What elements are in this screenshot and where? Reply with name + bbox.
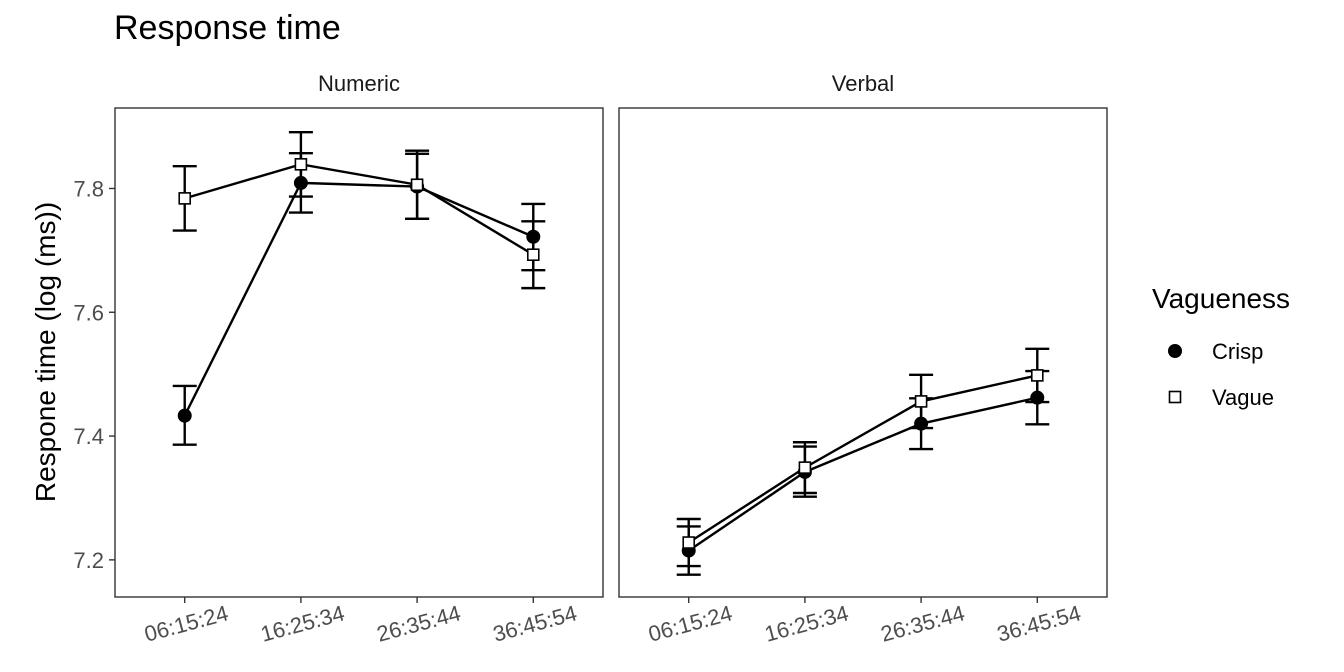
series-vague [676, 347, 1050, 568]
panel-strip-label: Verbal [832, 71, 894, 96]
x-tick-label: 26:35:44 [878, 600, 967, 646]
x-tick-label: 06:15:24 [646, 600, 735, 646]
x-tick-label: 36:45:54 [490, 600, 579, 646]
y-tick-label: 7.2 [73, 548, 104, 573]
series-line [183, 181, 534, 417]
data-point [178, 192, 192, 205]
panel-strip-label: Numeric [318, 71, 400, 96]
series-line [184, 163, 534, 256]
y-tick-label: 7.6 [73, 300, 104, 325]
data-point [1030, 369, 1044, 382]
x-tick-label: 16:25:34 [762, 600, 851, 646]
y-tick-label: 7.8 [73, 176, 104, 201]
legend-label: Vague [1212, 385, 1274, 410]
panel-numeric: Numeric 7.2 7.4 7.6 7.8 06:15:24 16:25:34 26:35… [73, 71, 604, 647]
data-point [410, 178, 424, 192]
series-crisp [172, 151, 546, 446]
panels: Numeric 7.2 7.4 7.6 7.8 06:15:24 16:25:34 26:35… [73, 71, 1108, 647]
x-tick-label: 06:15:24 [142, 600, 231, 646]
x-tick-label: 36:45:54 [994, 600, 1083, 646]
legend-entry-vague: Vague [1168, 385, 1274, 410]
series-vague [172, 130, 546, 290]
data-point [682, 536, 696, 549]
legend-title: Vagueness [1152, 283, 1290, 314]
y-axis-label: Respone time (log (ms)) [30, 202, 61, 502]
data-point [177, 408, 192, 423]
chart-title: Response time [114, 9, 341, 47]
panel-border [114, 107, 604, 598]
series-crisp [676, 369, 1050, 576]
legend-entry-crisp: Crisp [1168, 339, 1263, 364]
data-point [914, 395, 928, 408]
legend-label: Crisp [1212, 339, 1263, 364]
series-line [688, 374, 1038, 544]
legend: Vagueness Crisp Vague [1152, 283, 1290, 410]
legend-key [1168, 390, 1182, 404]
panel-verbal: Verbal 06:15:24 16:25:34 26:35:44 36:45:54 [618, 71, 1108, 647]
x-tick-label: 26:35:44 [374, 600, 463, 646]
x-tick-label: 16:25:34 [258, 600, 347, 646]
panel-border [618, 107, 1108, 598]
legend-key [1168, 344, 1182, 358]
data-point [294, 158, 308, 171]
data-point [798, 461, 812, 474]
series-line [688, 396, 1038, 552]
data-point [526, 248, 540, 261]
y-tick-label: 7.4 [73, 424, 104, 449]
